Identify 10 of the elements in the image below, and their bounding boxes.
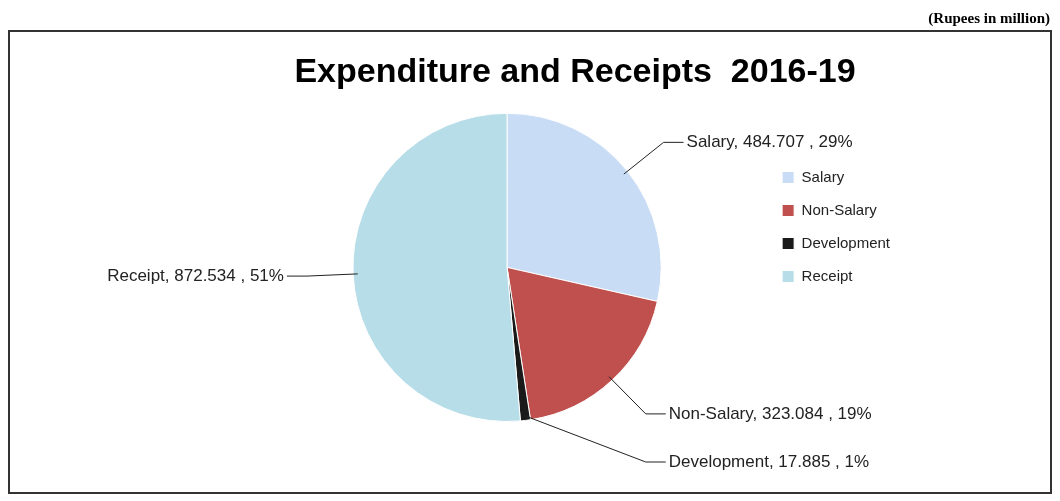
data-label: Salary, 484.707 , 29% <box>686 132 853 152</box>
text: (Rupees in million) <box>928 10 1050 27</box>
legend-label: Development <box>801 233 891 251</box>
chart-title: Expenditure and Receipts 2016-19 <box>294 50 856 89</box>
data-label: Development, 17.885 , 1% <box>668 451 870 471</box>
legend-label: Receipt <box>801 266 854 284</box>
legend-label: Salary <box>801 167 845 185</box>
data-label: Non-Salary, 323.084 , 19% <box>668 403 872 423</box>
data-label: Receipt, 872.534 , 51% <box>107 265 284 285</box>
legend-label: Non-Salary <box>801 200 878 218</box>
